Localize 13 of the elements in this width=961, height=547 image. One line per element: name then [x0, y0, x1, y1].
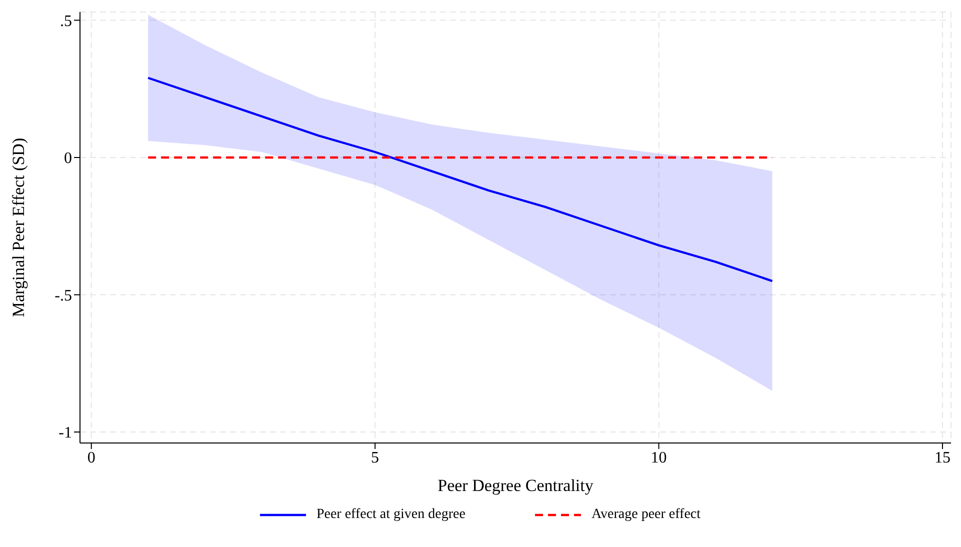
legend-label: Average peer effect	[591, 507, 701, 523]
x-tick-label: 5	[371, 449, 380, 466]
x-tick-label: 0	[87, 449, 96, 466]
y-tick-label: .5	[60, 12, 72, 30]
x-tick-label: 15	[934, 449, 950, 466]
y-tick-label: 0	[64, 150, 72, 168]
x-tick-label: 10	[650, 449, 667, 466]
y-tick-label: -.5	[54, 287, 72, 304]
x-axis-title: Peer Degree Centrality	[438, 476, 594, 495]
y-tick-label: -1	[58, 424, 72, 442]
y-axis-title: Marginal Peer Effect (SD)	[9, 138, 28, 318]
line-series	[146, 76, 774, 282]
legend-label: Peer effect at given degree	[316, 507, 466, 523]
